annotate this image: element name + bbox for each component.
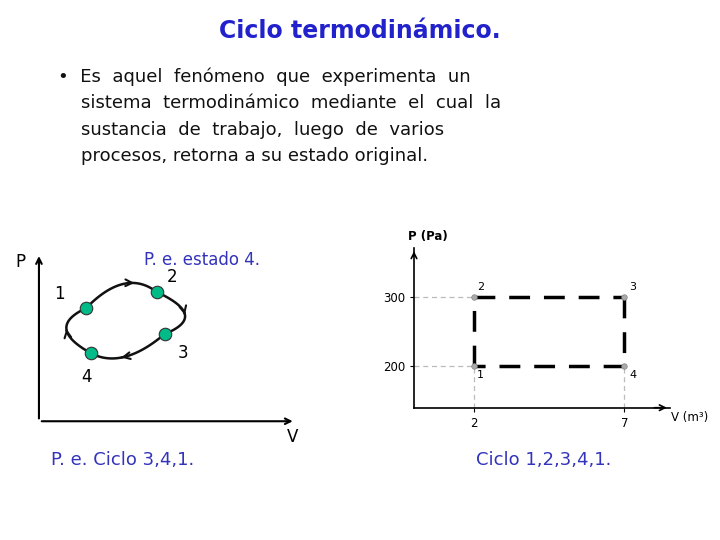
Text: V (m³): V (m³)	[671, 411, 708, 424]
Text: 1: 1	[477, 369, 484, 380]
Text: Ciclo termodinámico.: Ciclo termodinámico.	[219, 19, 501, 43]
Text: 2: 2	[167, 267, 178, 286]
Text: V: V	[287, 428, 299, 445]
Text: 4: 4	[629, 369, 636, 380]
Text: Ciclo 1,2,3,4,1.: Ciclo 1,2,3,4,1.	[476, 451, 611, 469]
Text: P. e. estado 4.: P. e. estado 4.	[143, 251, 260, 269]
Text: 4: 4	[81, 368, 91, 386]
Text: 2: 2	[477, 282, 485, 292]
Text: 3: 3	[629, 282, 636, 292]
Text: 1: 1	[55, 285, 65, 303]
Text: •  Es  aquel  fenómeno  que  experimenta  un
    sistema  termodinámico  mediant: • Es aquel fenómeno que experimenta un s…	[58, 68, 500, 165]
Text: P: P	[16, 253, 26, 271]
Text: P (Pa): P (Pa)	[408, 230, 448, 243]
Text: 3: 3	[178, 343, 189, 362]
Text: P. e. Ciclo 3,4,1.: P. e. Ciclo 3,4,1.	[51, 451, 194, 469]
